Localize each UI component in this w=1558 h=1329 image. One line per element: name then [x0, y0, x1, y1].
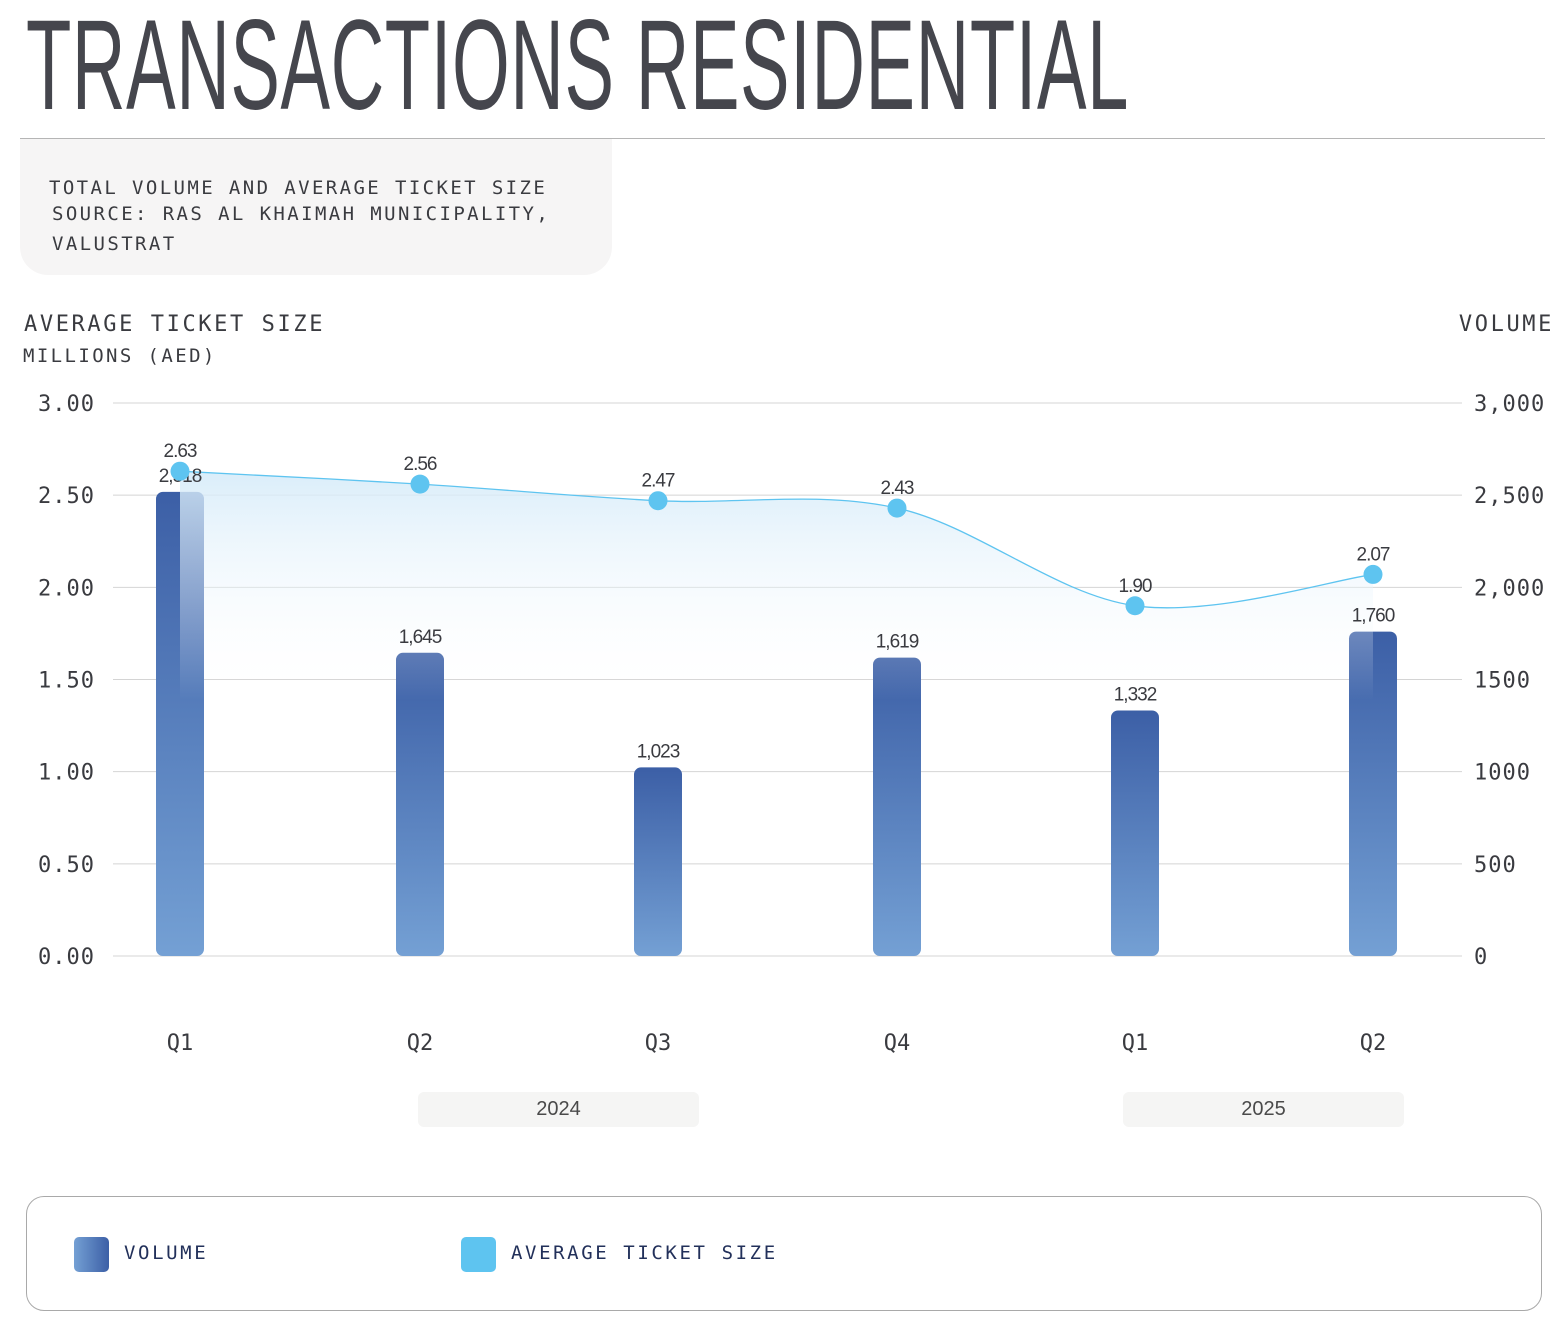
left-tick-label: 0.00 — [38, 945, 95, 970]
volume-data-label: 1,619 — [876, 632, 919, 653]
x-tick-label: Q2 — [407, 1031, 434, 1056]
ticket-size-line — [179, 470, 1374, 609]
right-tick-label: 2,500 — [1474, 484, 1545, 509]
chart-subtitle: TOTAL VOLUME AND AVERAGE TICKET SIZE — [49, 177, 548, 199]
info-box: TOTAL VOLUME AND AVERAGE TICKET SIZE SOU… — [20, 139, 612, 275]
ticket-size-area — [180, 471, 1373, 956]
right-tick-label: 1500 — [1474, 669, 1531, 694]
legend-swatch-ticket — [461, 1237, 496, 1272]
ticket-size-data-label: 1.90 — [1119, 576, 1152, 597]
left-tick-label: 2.50 — [38, 484, 95, 509]
x-tick-label: Q1 — [1122, 1031, 1149, 1056]
ticket-size-data-label: 2.43 — [881, 478, 914, 499]
ticket-size-marker — [1125, 596, 1145, 616]
volume-data-label: 1,332 — [1114, 684, 1157, 705]
source-line: SOURCE: RAS AL KHAIMAH MUNICIPALITY, — [52, 203, 551, 225]
left-tick-label: 1.00 — [38, 761, 95, 786]
x-tick-label: Q3 — [645, 1031, 672, 1056]
left-tick-label: 0.50 — [38, 853, 95, 878]
right-tick-label: 1000 — [1474, 761, 1531, 786]
ticket-size-marker — [410, 474, 430, 494]
ticket-size-data-label: 2.07 — [1357, 544, 1390, 565]
volume-data-label: 1,023 — [637, 741, 680, 762]
legend: VOLUME AVERAGE TICKET SIZE — [26, 1196, 1542, 1311]
right-axis-title: VOLUME — [1458, 312, 1554, 337]
left-tick-label: 2.00 — [38, 576, 95, 601]
ticket-size-marker — [1363, 564, 1383, 584]
legend-label-ticket: AVERAGE TICKET SIZE — [511, 1242, 778, 1264]
ticket-size-data-label: 2.47 — [642, 471, 675, 492]
ticket-size-marker — [648, 491, 668, 511]
x-tick-label: Q4 — [884, 1031, 911, 1056]
volume-data-label: 1,645 — [399, 627, 442, 648]
volume-data-label: 1,760 — [1352, 606, 1395, 627]
ticket-size-marker — [887, 498, 907, 518]
right-tick-label: 0 — [1474, 945, 1488, 970]
left-axis-unit: MILLIONS (AED) — [23, 345, 217, 367]
ticket-size-data-label: 2.56 — [404, 454, 437, 475]
ticket-size-marker — [170, 461, 190, 481]
year-label-2025: 2025 — [1123, 1092, 1404, 1127]
x-tick-label: Q2 — [1360, 1031, 1387, 1056]
year-label-2024: 2024 — [418, 1092, 699, 1127]
ticket-size-data-label: 2.63 — [164, 441, 197, 462]
right-tick-label: 3,000 — [1474, 392, 1545, 417]
x-tick-label: Q1 — [167, 1031, 194, 1056]
left-axis-title: AVERAGE TICKET SIZE — [24, 312, 326, 337]
source-line-2: VALUSTRAT — [52, 233, 177, 255]
left-tick-label: 1.50 — [38, 669, 95, 694]
left-tick-label: 3.00 — [38, 392, 95, 417]
page-title: TRANSACTIONS RESIDENTIAL — [26, 0, 1129, 137]
divider — [20, 138, 1545, 139]
legend-label-volume: VOLUME — [124, 1242, 209, 1264]
right-tick-label: 2,000 — [1474, 576, 1545, 601]
right-tick-label: 500 — [1474, 853, 1517, 878]
chart: 0.00 0 0.50 500 1.00 1000 1.50 1500 2.00 2,000 2.5… — [38, 392, 1545, 1056]
legend-swatch-volume — [74, 1237, 109, 1272]
